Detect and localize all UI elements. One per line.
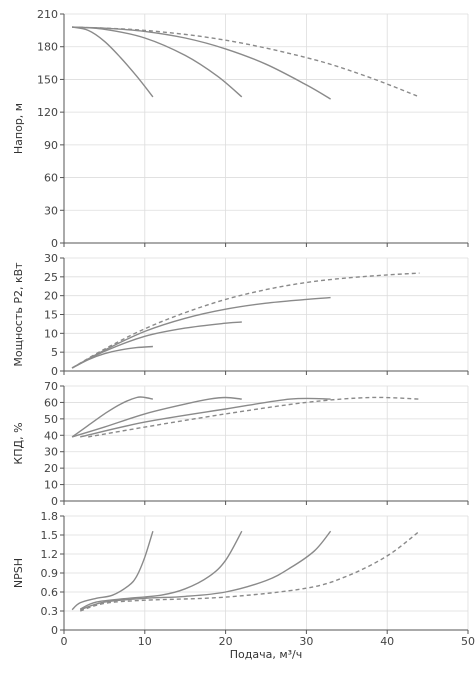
y-tick-label: 25 <box>44 271 58 284</box>
y-tick-label: 30 <box>44 204 58 217</box>
series-line <box>71 296 331 369</box>
x-tick-label: 40 <box>380 635 394 648</box>
series-line <box>71 272 420 369</box>
x-tick-label: 50 <box>461 635 475 648</box>
y-axis-label: Мощность P2, кВт <box>12 262 25 367</box>
x-tick-label: 30 <box>299 635 313 648</box>
y-axis-label: NPSH <box>12 558 25 588</box>
panel-head: 0 30 60 90 120 150 180 210 Напор, м <box>12 8 469 250</box>
y-tick-label: 120 <box>37 106 58 119</box>
y-tick-label: 40 <box>44 429 58 442</box>
series-line <box>71 530 154 611</box>
y-tick-label: 0.6 <box>41 586 59 599</box>
y-tick-label: 20 <box>44 290 58 303</box>
series-line <box>88 396 420 438</box>
y-tick-label: 0 <box>51 365 58 378</box>
y-tick-label: 15 <box>44 309 58 322</box>
y-tick-label: 1.8 <box>41 510 59 523</box>
y-axis-label: КПД, % <box>12 422 25 464</box>
panels: 0 30 60 90 120 150 180 210 Напор, м 0 5 10 15 20 25 30 М… <box>12 8 475 648</box>
series-line <box>71 396 154 438</box>
y-tick-label: 1.5 <box>41 529 59 542</box>
y-axis-label: Напор, м <box>12 103 25 154</box>
y-tick-label: 0 <box>51 237 58 250</box>
series-line <box>71 321 242 369</box>
y-tick-label: 210 <box>37 8 58 21</box>
y-tick-label: 60 <box>44 172 58 185</box>
y-tick-label: 5 <box>51 346 58 359</box>
y-tick-label: 50 <box>44 413 58 426</box>
y-tick-label: 180 <box>37 41 58 54</box>
y-tick-label: 10 <box>44 479 58 492</box>
series-line <box>79 530 332 611</box>
y-tick-label: 150 <box>37 73 58 86</box>
series-line <box>80 397 331 438</box>
x-tick-label: 20 <box>219 635 233 648</box>
y-tick-label: 70 <box>44 380 58 393</box>
y-tick-label: 20 <box>44 462 58 475</box>
series-line <box>71 26 154 98</box>
series-line <box>79 530 420 612</box>
series-line <box>71 345 153 369</box>
x-axis-label: Подача, м³/ч <box>230 648 303 661</box>
panel-power: 0 5 10 15 20 25 30 Мощность P2, кВт <box>12 252 469 378</box>
x-tick-label: 0 <box>61 635 68 648</box>
series-line <box>72 26 243 98</box>
panel-efficiency: 0 10 20 30 40 50 60 70 КПД, % <box>12 380 469 508</box>
y-tick-label: 30 <box>44 446 58 459</box>
y-tick-label: 0 <box>51 495 58 508</box>
y-tick-label: 10 <box>44 327 58 340</box>
y-tick-label: 60 <box>44 396 58 409</box>
series-line <box>72 26 331 100</box>
series-line <box>71 396 242 438</box>
y-tick-label: 1.2 <box>41 548 59 561</box>
series-line <box>72 26 420 98</box>
series-line <box>79 530 243 610</box>
x-tick-label: 10 <box>138 635 152 648</box>
panel-npsh: 0 10 20 30 40 50 0 0.3 0.6 0.9 1.2 1.5 1.8 NPSH <box>12 510 475 648</box>
y-tick-label: 0.9 <box>41 567 59 580</box>
y-tick-label: 90 <box>44 139 58 152</box>
y-tick-label: 30 <box>44 252 58 265</box>
y-tick-label: 0.3 <box>41 605 59 618</box>
y-tick-label: 0 <box>51 624 58 637</box>
